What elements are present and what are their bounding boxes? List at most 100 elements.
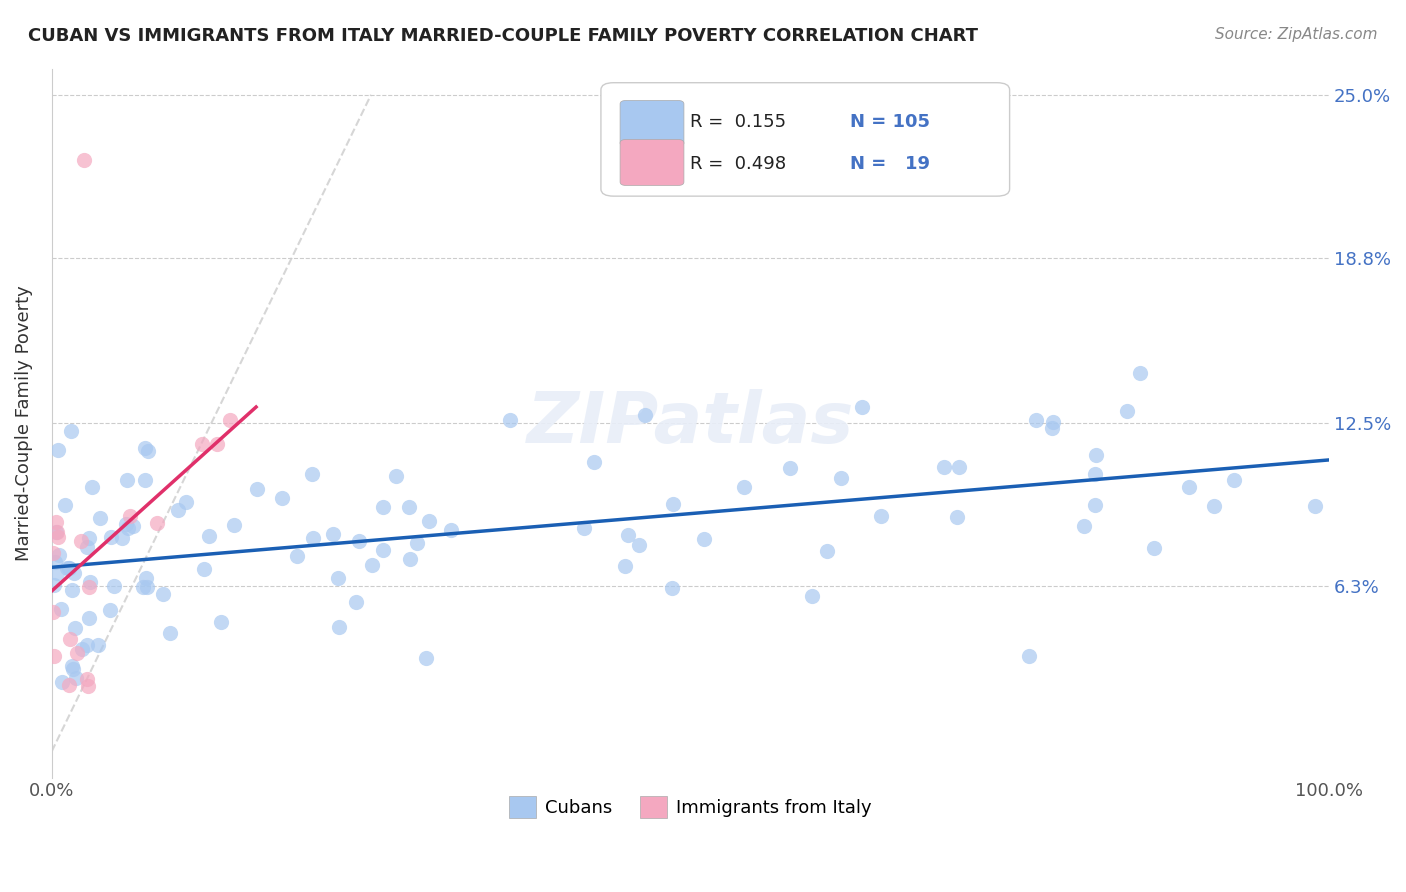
Point xyxy=(322,526,344,541)
Point xyxy=(328,619,350,633)
Point xyxy=(830,471,852,485)
Point xyxy=(87,638,110,652)
Point xyxy=(209,615,232,630)
Text: N =   19: N = 19 xyxy=(851,155,929,173)
Point xyxy=(385,468,408,483)
Point xyxy=(120,509,142,524)
Point xyxy=(48,548,70,562)
Point xyxy=(76,541,98,555)
Point xyxy=(328,571,350,585)
Point xyxy=(361,558,384,573)
Point xyxy=(613,559,636,574)
Point xyxy=(79,574,101,589)
Point xyxy=(42,577,65,591)
Point xyxy=(46,530,69,544)
Point xyxy=(76,638,98,652)
Point xyxy=(946,509,969,524)
Point xyxy=(574,521,596,535)
Point xyxy=(373,500,395,514)
Point xyxy=(44,555,66,569)
Point xyxy=(89,511,111,525)
Point xyxy=(53,498,76,512)
Point xyxy=(45,515,67,529)
Point xyxy=(190,436,212,450)
Point xyxy=(693,532,716,546)
Y-axis label: Married-Couple Family Poverty: Married-Couple Family Poverty xyxy=(15,285,32,561)
Point xyxy=(499,413,522,427)
Point xyxy=(1143,541,1166,555)
Point xyxy=(58,561,80,575)
Point xyxy=(415,651,437,665)
Point xyxy=(218,412,240,426)
Point xyxy=(76,673,98,687)
Point xyxy=(121,519,143,533)
Point xyxy=(1202,499,1225,513)
Point xyxy=(815,544,838,558)
Point xyxy=(138,444,160,458)
Point xyxy=(73,153,96,168)
Point xyxy=(1073,519,1095,533)
Point xyxy=(42,605,65,619)
Point xyxy=(193,562,215,576)
Point xyxy=(1129,366,1152,380)
Point xyxy=(932,459,955,474)
Point xyxy=(80,480,103,494)
Point xyxy=(117,521,139,535)
Point xyxy=(79,580,101,594)
Point xyxy=(77,611,100,625)
FancyBboxPatch shape xyxy=(620,101,683,146)
Point xyxy=(1085,449,1108,463)
Point xyxy=(166,502,188,516)
Point xyxy=(246,482,269,496)
Point xyxy=(1042,415,1064,429)
Point xyxy=(301,531,323,545)
Point xyxy=(45,525,67,540)
Point xyxy=(733,480,755,494)
Point xyxy=(59,425,82,439)
Point xyxy=(56,561,79,575)
Point xyxy=(58,561,80,575)
Point xyxy=(398,552,420,566)
Point xyxy=(349,534,371,549)
Point xyxy=(62,662,84,676)
Point xyxy=(63,566,86,580)
Point xyxy=(1115,404,1137,418)
Point xyxy=(60,659,83,673)
Point xyxy=(114,517,136,532)
Point xyxy=(1178,480,1201,494)
Point xyxy=(100,530,122,544)
Legend: Cubans, Immigrants from Italy: Cubans, Immigrants from Italy xyxy=(502,789,879,825)
Point xyxy=(344,595,367,609)
Point xyxy=(42,649,65,664)
Point xyxy=(70,534,93,549)
Point xyxy=(634,408,657,422)
Point xyxy=(661,581,683,595)
Point xyxy=(800,589,823,603)
Point xyxy=(1025,413,1047,427)
Point xyxy=(65,671,87,685)
Point xyxy=(198,529,221,543)
Point xyxy=(205,437,228,451)
Point xyxy=(59,632,82,647)
Point xyxy=(135,571,157,585)
Point xyxy=(662,497,685,511)
Point xyxy=(159,626,181,640)
Point xyxy=(224,518,246,533)
Text: CUBAN VS IMMIGRANTS FROM ITALY MARRIED-COUPLE FAMILY POVERTY CORRELATION CHART: CUBAN VS IMMIGRANTS FROM ITALY MARRIED-C… xyxy=(28,27,979,45)
FancyBboxPatch shape xyxy=(620,139,683,186)
Point xyxy=(51,675,73,690)
Point xyxy=(779,460,801,475)
Point xyxy=(132,580,155,594)
Point xyxy=(145,516,167,530)
Point xyxy=(418,514,440,528)
Point xyxy=(869,509,891,524)
Point xyxy=(136,580,159,594)
Point xyxy=(63,621,86,635)
Point xyxy=(174,495,197,509)
Text: R =  0.498: R = 0.498 xyxy=(690,155,786,173)
Point xyxy=(77,531,100,545)
Point xyxy=(583,455,606,469)
Point xyxy=(42,546,65,560)
Point xyxy=(134,473,156,487)
Point xyxy=(58,678,80,692)
